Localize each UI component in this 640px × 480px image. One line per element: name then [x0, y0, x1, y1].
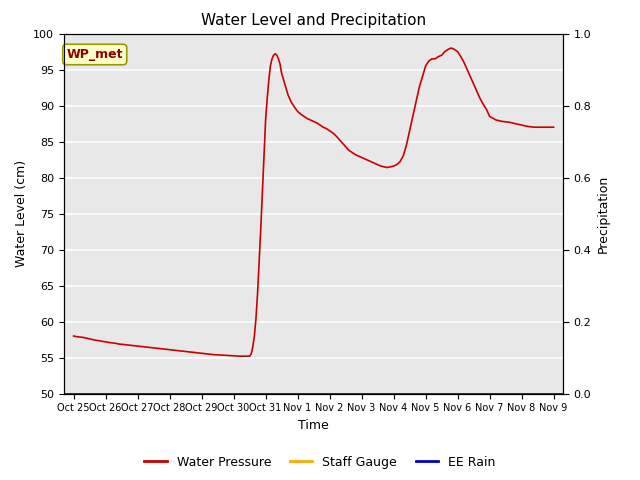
- Title: Water Level and Precipitation: Water Level and Precipitation: [201, 13, 426, 28]
- X-axis label: Time: Time: [298, 419, 329, 432]
- Y-axis label: Precipitation: Precipitation: [597, 174, 610, 253]
- Legend: Water Pressure, Staff Gauge, EE Rain: Water Pressure, Staff Gauge, EE Rain: [139, 451, 501, 474]
- Text: WP_met: WP_met: [67, 48, 123, 61]
- Y-axis label: Water Level (cm): Water Level (cm): [15, 160, 28, 267]
